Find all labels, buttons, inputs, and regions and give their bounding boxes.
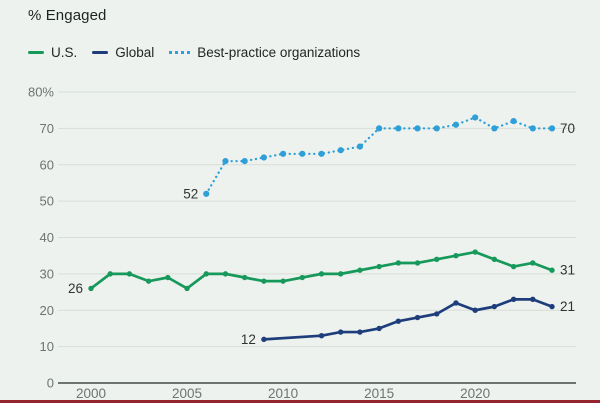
best-practice-point-2010 [279, 150, 287, 157]
legend: U.S. Global Best-practice organizations [28, 45, 360, 60]
best-practice-point-2019 [452, 121, 460, 128]
global-point-2024 [549, 303, 555, 310]
global-point-2019 [453, 300, 459, 306]
legend-item-global: Global [92, 45, 154, 60]
best-practice-point-2015 [376, 125, 383, 132]
global-point-2022 [510, 296, 517, 303]
y-tick-label-80: 80% [28, 85, 54, 100]
y-tick-label-60: 60 [40, 157, 54, 172]
y-tick-label-70: 70 [40, 121, 54, 136]
us-point-2016 [395, 260, 402, 266]
y-tick-label-50: 50 [40, 194, 54, 209]
y-tick-label-10: 10 [40, 339, 54, 354]
best-practice-point-2017 [414, 125, 421, 132]
best-practice-point-2007 [222, 158, 229, 165]
us-point-2005 [184, 285, 190, 292]
us-point-2007 [222, 271, 229, 277]
best-practice-point-2020 [472, 114, 479, 121]
x-tick-label-2010: 2010 [268, 386, 298, 401]
global-point-2016 [395, 318, 402, 324]
y-tick-label-30: 30 [40, 266, 54, 281]
us-line-swatch-icon [28, 51, 44, 54]
us-point-2012 [318, 271, 325, 277]
us-point-2020 [472, 249, 478, 255]
y-tick-label-40: 40 [40, 230, 54, 245]
y-tick-label-20: 20 [40, 303, 54, 318]
us-point-2021 [491, 256, 498, 263]
best-practice-end-value-label: 70 [560, 121, 575, 136]
best-practice-point-2006 [203, 190, 210, 197]
us-point-2001 [107, 271, 113, 277]
best-practice-point-2023 [529, 125, 536, 132]
us-point-2019 [453, 252, 459, 259]
us-point-2000 [88, 285, 94, 292]
us-point-2023 [530, 260, 536, 266]
best-practice-point-2016 [395, 125, 402, 132]
us-line [89, 250, 554, 290]
us-point-2018 [434, 256, 440, 263]
us-point-2017 [414, 260, 421, 266]
us-point-2008 [241, 274, 248, 281]
best-practice-point-2018 [433, 125, 440, 132]
legend-item-us: U.S. [28, 45, 77, 60]
best-practice-dotted-swatch-icon [169, 51, 191, 54]
global-point-2013 [338, 329, 344, 335]
best-practice-point-2009 [260, 154, 267, 161]
us-point-2006 [203, 271, 209, 277]
global-point-2020 [472, 307, 478, 313]
global-point-2018 [434, 311, 440, 317]
global-end-value-label: 21 [560, 299, 575, 314]
best-practice-point-2013 [337, 147, 344, 154]
best-practice-point-2022 [510, 118, 517, 125]
us-point-2010 [280, 278, 286, 284]
global-point-2012 [318, 333, 325, 339]
x-tick-label-2000: 2000 [76, 386, 106, 401]
legend-label-best-practice: Best-practice organizations [197, 45, 361, 60]
best-practice-point-2012 [318, 150, 325, 157]
us-point-2003 [145, 278, 152, 284]
bottom-red-bar [0, 400, 600, 403]
global-start-value-label: 12 [241, 332, 256, 347]
best-practice-point-2024 [548, 125, 556, 132]
us-point-2002 [126, 271, 133, 277]
best-practice-start-value-label: 52 [183, 186, 198, 201]
best-practice-point-2021 [491, 125, 498, 132]
legend-label-global: Global [115, 45, 155, 60]
y-tick-label-0: 0 [47, 376, 54, 391]
us-point-2013 [338, 271, 344, 277]
us-point-2009 [261, 278, 267, 284]
best-practice-point-2014 [356, 143, 364, 150]
x-tick-label-2005: 2005 [172, 386, 202, 401]
global-point-2014 [357, 329, 363, 335]
global-line [262, 297, 554, 341]
us-point-2011 [299, 274, 305, 281]
global-point-2009 [261, 336, 267, 343]
x-tick-label-2015: 2015 [364, 386, 394, 401]
best-practice-point-2008 [241, 158, 248, 165]
best-practice-point-2011 [299, 150, 306, 157]
chart-title: % Engaged [28, 7, 107, 24]
x-tick-label-2020: 2020 [460, 386, 490, 401]
global-point-2017 [414, 314, 421, 321]
global-line-swatch-icon [92, 51, 109, 54]
global-point-2023 [530, 296, 536, 303]
legend-item-best-practice: Best-practice organizations [169, 45, 360, 60]
us-point-2022 [510, 263, 517, 270]
us-point-2024 [549, 267, 555, 273]
us-end-value-label: 31 [560, 263, 575, 278]
global-point-2021 [491, 303, 498, 310]
us-start-value-label: 26 [68, 281, 83, 296]
legend-label-us: U.S. [51, 45, 78, 60]
us-point-2004 [165, 274, 171, 281]
us-point-2014 [357, 267, 363, 273]
us-point-2015 [376, 263, 382, 270]
global-point-2015 [376, 325, 382, 332]
